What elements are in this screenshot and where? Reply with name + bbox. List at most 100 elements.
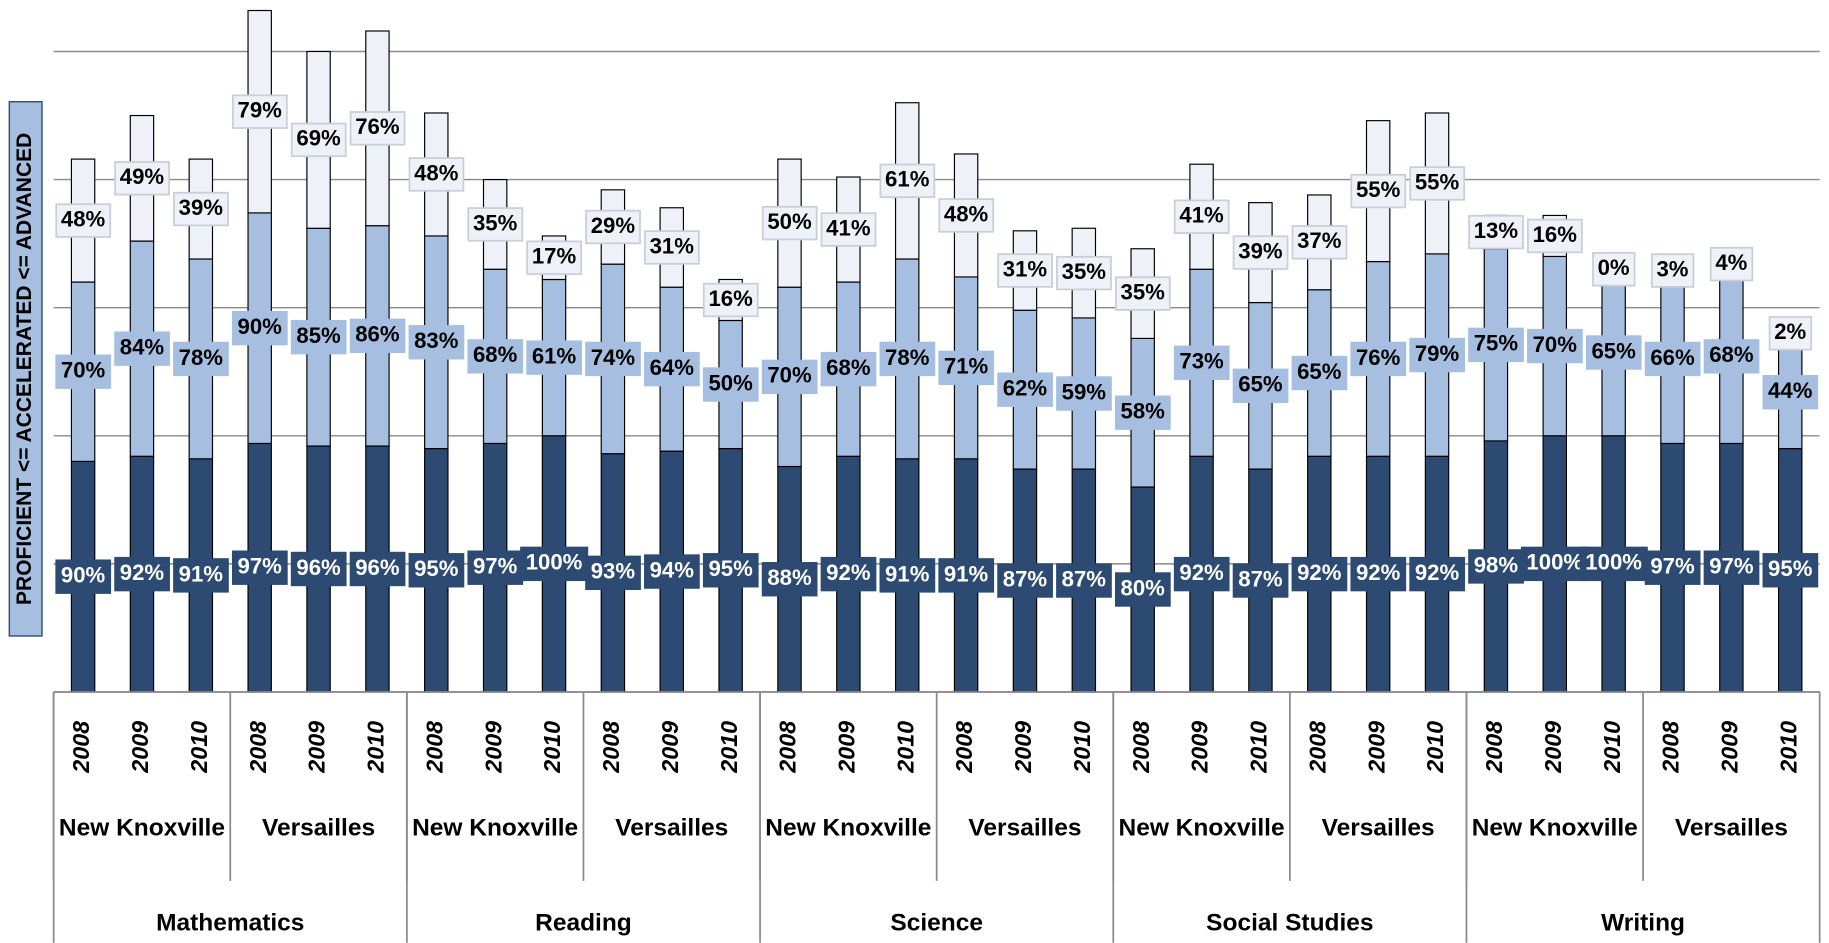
- value-label-box: [938, 558, 995, 593]
- value-label: 68%: [826, 355, 871, 380]
- value-label-box: [1762, 553, 1819, 588]
- value-label-box: [290, 551, 347, 587]
- value-label: 75%: [1474, 331, 1519, 356]
- value-label: 100%: [1526, 550, 1583, 575]
- category-axis: 2008 2009 2010 2008 2009 2010 2008 2009 2010 2008…: [52, 691, 1821, 943]
- value-label: 80%: [1121, 575, 1166, 600]
- x-tick-label: 2009: [1187, 721, 1213, 774]
- school-label: New Knoxville: [412, 814, 579, 842]
- value-label: 74%: [591, 345, 636, 370]
- value-label-box: [1650, 253, 1695, 288]
- value-label: 35%: [1121, 279, 1166, 304]
- school-label-box: New Knoxville: [412, 814, 579, 842]
- value-label-box: [702, 367, 759, 402]
- value-label-box: [879, 163, 936, 199]
- value-label-box: [1232, 368, 1289, 404]
- school-label-box: Versailles: [1674, 814, 1788, 842]
- value-label: 49%: [120, 164, 165, 189]
- value-label: 55%: [1356, 177, 1401, 202]
- value-label-box: [1173, 556, 1230, 592]
- y-axis-label: PROFICIENT <= ACCELERATED <= ADVANCED: [13, 133, 36, 605]
- school-label: Versailles: [968, 814, 1082, 842]
- value-label-box: [349, 111, 406, 146]
- value-label: 41%: [826, 215, 871, 240]
- value-label-box: [1056, 376, 1112, 411]
- value-label: 48%: [414, 160, 459, 185]
- school-label: New Knoxville: [58, 814, 225, 842]
- value-label: 98%: [1474, 552, 1519, 577]
- school-label: Versailles: [1321, 814, 1435, 842]
- x-tick-label: 2009: [127, 721, 153, 774]
- value-label-box: [1585, 335, 1642, 370]
- value-label-box: [1762, 375, 1819, 410]
- value-label-box: [1703, 550, 1760, 585]
- value-label: 64%: [650, 355, 695, 380]
- school-label: Versailles: [1674, 814, 1788, 842]
- school-label-box: Versailles: [615, 814, 728, 841]
- value-label: 35%: [473, 210, 518, 235]
- value-label: 97%: [1650, 554, 1695, 579]
- x-tick-label: 2009: [1540, 721, 1566, 774]
- value-label: 69%: [296, 126, 341, 151]
- value-label-box: [1468, 549, 1524, 584]
- value-label: 44%: [1768, 378, 1813, 403]
- value-label: 86%: [355, 322, 400, 347]
- value-label: 65%: [1297, 359, 1342, 384]
- value-label-box: [467, 339, 524, 374]
- value-label: 61%: [885, 167, 930, 192]
- y-label-box: [8, 101, 43, 637]
- x-tick-label: 2010: [1069, 721, 1095, 774]
- value-label-box: [55, 354, 112, 389]
- value-labels: 90% 70% 48% 92% 84% 49% 91% 78% 39% 97% 90% 79% 96% 8…: [55, 94, 1819, 607]
- value-label: 65%: [1238, 372, 1283, 397]
- value-label: 3%: [1656, 256, 1688, 281]
- value-label-box: [1527, 328, 1583, 364]
- value-label-box: [55, 203, 112, 238]
- x-tick-label: 2009: [480, 721, 506, 774]
- value-label: 41%: [1179, 203, 1224, 228]
- value-label-box: [1114, 276, 1171, 311]
- school-label-box: Versailles: [262, 814, 375, 841]
- value-label-box: [997, 253, 1053, 288]
- x-tick-label: 2008: [68, 721, 94, 774]
- value-label-box: [1232, 563, 1289, 598]
- value-label-box: [1527, 218, 1583, 254]
- value-label: 90%: [61, 563, 106, 588]
- value-label: 59%: [1062, 379, 1107, 404]
- value-label-box: [1056, 563, 1112, 598]
- value-label: 29%: [591, 213, 636, 238]
- value-label-box: [938, 198, 995, 233]
- value-label: 92%: [120, 560, 165, 585]
- x-tick-label: 2008: [245, 721, 271, 774]
- value-label: 62%: [1003, 376, 1048, 401]
- subject-label: Mathematics: [156, 910, 304, 937]
- school-label-box: Versailles: [1321, 814, 1435, 842]
- value-label-box: [997, 372, 1053, 407]
- x-tick-label: 2009: [1363, 721, 1389, 774]
- subject-label: Writing: [1601, 910, 1685, 937]
- value-label-box: [879, 558, 936, 593]
- value-label: 70%: [1533, 332, 1578, 357]
- value-label-box: [467, 550, 524, 585]
- x-tick-label: 2010: [1246, 721, 1272, 774]
- value-label: 76%: [355, 114, 400, 139]
- value-label: 50%: [767, 209, 812, 234]
- value-label: 50%: [708, 370, 753, 395]
- x-tick-label: 2010: [716, 721, 742, 774]
- value-label-box: [173, 558, 229, 593]
- value-label-box: [1232, 235, 1289, 270]
- value-label: 16%: [1533, 222, 1578, 247]
- value-label: 95%: [1768, 556, 1813, 581]
- value-label-box: [408, 157, 465, 192]
- value-label-box: [1056, 255, 1112, 291]
- school-label-box: Versailles: [968, 814, 1082, 842]
- value-label-box: [644, 554, 700, 589]
- value-label: 88%: [767, 565, 812, 590]
- value-label: 31%: [1003, 256, 1048, 281]
- school-label-box: New Knoxville: [1472, 814, 1638, 841]
- value-label: 97%: [1709, 554, 1754, 579]
- value-label: 70%: [61, 358, 106, 383]
- x-tick-label: 2008: [1128, 721, 1154, 774]
- value-label: 92%: [1179, 560, 1224, 585]
- school-label: New Knoxville: [765, 814, 932, 842]
